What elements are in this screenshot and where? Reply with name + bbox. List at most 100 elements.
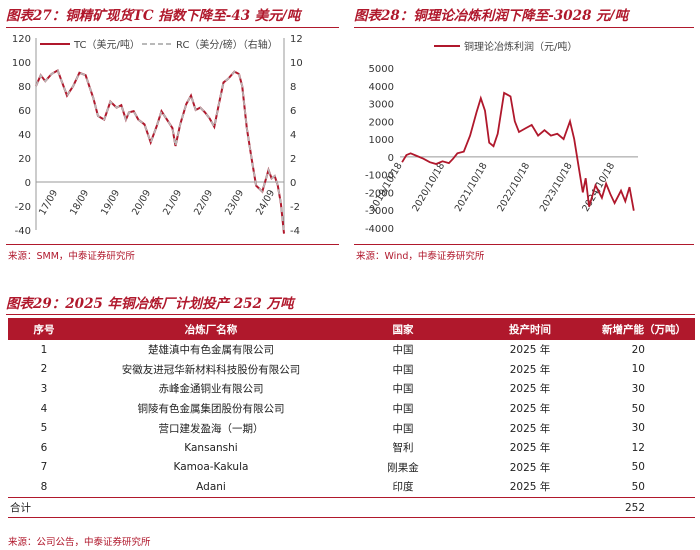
cell-country: 中国 [392,383,414,396]
cell-country: 中国 [392,363,414,376]
x-tick-label: 24/09 [254,188,277,217]
x-tick-label: 2020/10/18 [410,161,447,214]
y-tick-label: 2000 [369,117,394,128]
cell-year: 2025 年 [509,383,551,396]
cell-index: 6 [40,441,48,454]
total-capacity: 252 [596,496,695,518]
fig27-title: 图表27：铜精矿现货TC 指数下降至-43 美元/吨 [6,8,301,24]
series-line-rc [35,69,285,234]
cell-smelter: 赤峰金通铜业有限公司 [158,383,264,396]
series-line-profit [401,91,635,211]
table-row: 5 营口建发盈海（一期） 中国 2025 年 30 [8,418,695,438]
table-row: 7 Kamoa-Kakula 刚果金 2025 年 50 [8,458,695,478]
y-left-tick-label: 120 [12,34,31,45]
cell-country: 刚果金 [387,461,419,474]
y-tick-label: 5000 [369,64,394,75]
y-left-tick-label: -40 [15,226,31,237]
x-tick-label: 19/09 [99,188,122,217]
y-right-tick-label: 4 [290,130,296,141]
fig27-bottom-rule [6,244,339,245]
cell-index: 2 [40,363,48,376]
header-country: 国家 [342,318,464,340]
cell-country: 印度 [392,481,414,494]
table-row: 6 Kansanshi 智利 2025 年 12 [8,438,695,458]
cell-capacity: 20 [631,343,645,356]
cell-smelter: 楚雄滇中有色金属有限公司 [148,344,274,357]
x-tick-label: 2023/10/18 [538,161,575,214]
total-label: 合计 [8,496,80,518]
cell-index: 4 [40,402,48,415]
y-left-tick-label: 100 [12,58,31,69]
cell-index: 5 [40,422,48,435]
header-index: 序号 [8,318,80,340]
x-tick-label: 23/09 [223,188,246,217]
y-tick-label: 3000 [369,100,394,111]
fig29-source: 来源：公司公告，中泰证券研究所 [8,537,151,548]
legend-profit-label: 铜理论冶炼利润（元/吨） [464,40,577,53]
y-tick-label: -4000 [365,224,394,235]
y-right-tick-label: 2 [290,154,296,165]
cell-capacity: 10 [631,363,645,376]
y-left-tick-label: 0 [25,178,31,189]
cell-capacity: 50 [631,402,645,415]
legend-rc-label: RC（美分/磅）（右轴） [176,38,278,51]
cell-capacity: 50 [631,461,645,474]
fig27-source: 来源：SMM，中泰证券研究所 [8,251,135,262]
cell-year: 2025 年 [509,344,551,357]
smelting-profit-line-chart: -4000 -3000 -2000 -1000 0 1000 2000 3000 4000 500… [365,40,638,235]
cell-capacity: 50 [631,480,645,493]
x-tick-label: 21/09 [161,188,184,217]
header-new-capacity: 新增产能（万吨） [596,318,695,340]
cell-index: 7 [40,461,48,474]
x-tick-label: 17/09 [37,188,60,217]
fig29-rule [6,314,695,315]
fig28-rule [354,27,694,28]
x-tick-label: 2021/10/18 [453,161,490,214]
table-row: 2 安徽友进冠华新材料科技股份有限公司 中国 2025 年 10 [8,360,695,380]
cell-smelter: 铜陵有色金属集团股份有限公司 [137,403,285,416]
x-tick-label: 2024/10/18 [580,161,617,214]
smelter-capacity-table: 序号 冶炼厂名称 国家 投产时间 新增产能（万吨） 1 楚雄滇中有色金属有限公司… [8,318,695,519]
cell-year: 2025 年 [509,403,551,416]
cell-capacity: 12 [631,441,645,454]
cell-capacity: 30 [631,382,645,395]
cell-year: 2025 年 [509,422,551,435]
y-left-tick-label: 40 [18,130,31,141]
y-right-tick-label: 0 [290,178,296,189]
x-tick-label: 2022/10/18 [495,161,532,214]
y-tick-label: -1000 [365,171,394,182]
cell-year: 2025 年 [509,461,551,474]
y-right-tick-label: 6 [290,106,296,117]
cell-smelter: Adani [196,480,226,493]
fig28-title: 图表28：铜理论冶炼利润下降至-3028 元/吨 [354,8,629,24]
x-tick-label: 18/09 [68,188,91,217]
y-tick-label: -3000 [365,206,394,217]
fig28-source: 来源：Wind，中泰证券研究所 [356,251,485,262]
y-tick-label: -2000 [365,188,394,199]
cell-capacity: 30 [631,422,645,435]
header-start-time: 投产时间 [464,318,596,340]
y-tick-label: 0 [388,153,394,164]
table-total-row: 合计 252 [8,496,695,518]
cell-country: 智利 [392,442,414,455]
cell-smelter: Kansanshi [184,441,238,454]
fig28-bottom-rule [354,244,694,245]
table-row: 8 Adani 印度 2025 年 50 [8,477,695,497]
y-left-tick-label: 20 [18,154,31,165]
y-left-tick-label: 60 [18,106,31,117]
cell-year: 2025 年 [509,481,551,494]
table-header-row: 序号 冶炼厂名称 国家 投产时间 新增产能（万吨） [8,318,695,340]
y-right-tick-label: 8 [290,82,296,93]
table-row: 3 赤峰金通铜业有限公司 中国 2025 年 30 [8,379,695,399]
table-row: 4 铜陵有色金属集团股份有限公司 中国 2025 年 50 [8,399,695,419]
table-row: 1 楚雄滇中有色金属有限公司 中国 2025 年 20 [8,340,695,360]
y-left-tick-label: 80 [18,82,31,93]
cell-index: 3 [40,382,48,395]
x-tick-label: 22/09 [192,188,215,217]
y-right-tick-label: 12 [290,34,303,45]
cell-country: 中国 [392,422,414,435]
cell-index: 1 [40,343,48,356]
y-right-tick-label: -2 [290,202,300,213]
cell-year: 2025 年 [509,363,551,376]
